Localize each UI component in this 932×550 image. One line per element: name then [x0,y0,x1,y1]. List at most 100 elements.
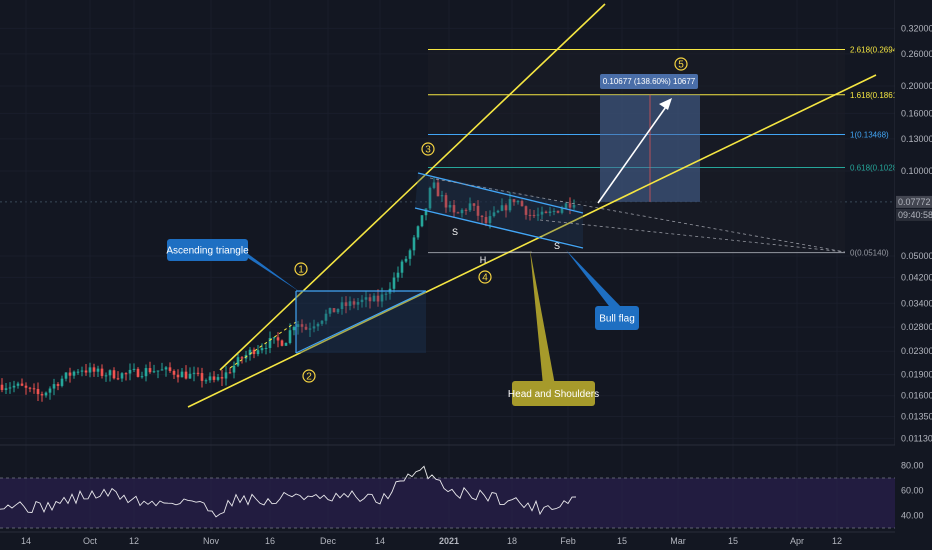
triangle-base [295,290,427,354]
candle-body [112,370,116,379]
candle-body [100,368,104,376]
price-tick-label: 0.02300 [901,346,932,356]
fib-level-label: 1.618(0.18615) [850,91,905,100]
rsi-line [0,465,577,518]
candle-body [564,203,568,209]
candle-body [440,195,444,197]
price-tick-label: 0.01350 [901,412,932,422]
candle-body [32,388,36,390]
time-tick-label: Dec [320,536,337,546]
resistance-trendline [219,3,606,371]
candle-body [60,378,64,386]
bull-flag-upper [417,172,584,214]
candle-body [312,326,316,329]
projection-label-box [600,74,698,89]
candle-body [424,208,428,216]
time-tick-label: 16 [265,536,275,546]
wave-number-label: 5 [678,60,684,71]
price-tick-label: 0.26000 [901,49,932,59]
candle-body [72,371,76,376]
bull-flag-callout-text: Bull flag [599,314,635,325]
candle-body [400,261,404,273]
candle-body [292,327,296,331]
price-tick-label: 0.01130 [901,433,932,443]
candle-body [556,210,560,213]
wave-circle [421,142,435,156]
candle-body [80,370,84,372]
candle-body [568,203,572,208]
candle-body [260,348,264,351]
rsi-tick-label: 80.00 [901,461,924,471]
candle-body [512,199,516,203]
candle-body [56,384,60,386]
ascending-triangle-callout-text: Ascending triangle [166,246,249,257]
time-tick-label: 12 [832,536,842,546]
candle-body [228,372,232,374]
candle-body [480,215,484,218]
time-tick-label: Apr [790,536,804,546]
price-tick-label: 0.16000 [901,108,932,118]
wave-circle [294,262,308,276]
candle-body [492,212,496,217]
candle-body [500,205,504,211]
candle-body [472,203,476,206]
time-tick-label: 14 [21,536,31,546]
candle-body [220,377,224,379]
candle-body [92,367,96,372]
drawings [187,3,877,408]
candle-body [288,330,292,343]
candle-body [272,337,276,339]
rsi-band [0,478,895,528]
head-and-shoulders-callout-text: Head and Shoulders [508,389,599,400]
candle-body [28,387,32,389]
candle-body [20,383,24,386]
time-tick-label: 18 [507,536,517,546]
rsi-tick-label: 60.00 [901,486,924,496]
candle-body [96,368,100,372]
candle-body [264,347,268,349]
countdown-tag [896,208,932,221]
ascending-triangle-callout-box [167,239,248,261]
candle-body [200,373,204,381]
candle-body [416,226,420,238]
projection-arrow-shaft [597,103,669,204]
candle-body [368,297,372,302]
wave-number-label: 2 [306,372,312,383]
price-tick-label: 0.01900 [901,370,932,380]
annotations: 1 2 3 4 5 S H S Ascending triangle Bull flag Head … [166,57,688,406]
candle-body [280,340,284,346]
candle-body [52,384,56,389]
countdown-value: 09:40:58 [898,210,932,220]
candle-body [276,337,280,341]
wave-number-label: 3 [425,145,431,156]
pattern-mark-label: S [554,241,560,251]
candle-body [380,294,384,302]
candle-body [164,367,168,370]
candle-body [116,378,120,380]
candle-body [392,277,396,289]
candle-body [176,374,180,378]
candle-body [248,349,252,355]
rsi-tick-label: 40.00 [901,511,924,521]
candle-body [408,250,412,259]
ascending-triangle-callout-pointer [240,248,300,292]
candle-body [128,369,132,374]
price-tick-label: 0.10000 [901,166,932,176]
candle-body [36,388,40,395]
head-and-shoulders-callout-pointer [530,250,555,385]
candle-body [432,182,436,188]
pattern-mark-label: H [480,255,487,265]
candle-body [68,372,72,376]
projection-arrow-head [659,98,672,110]
candle-body [456,212,460,214]
candle-body [352,301,356,305]
time-tick-label: 15 [617,536,627,546]
candle-body [496,210,500,213]
price-tick-label: 0.13000 [901,134,932,144]
candle-body [12,385,16,388]
candle-body [172,370,176,375]
candle-body [216,377,220,380]
candle-body [224,372,228,379]
